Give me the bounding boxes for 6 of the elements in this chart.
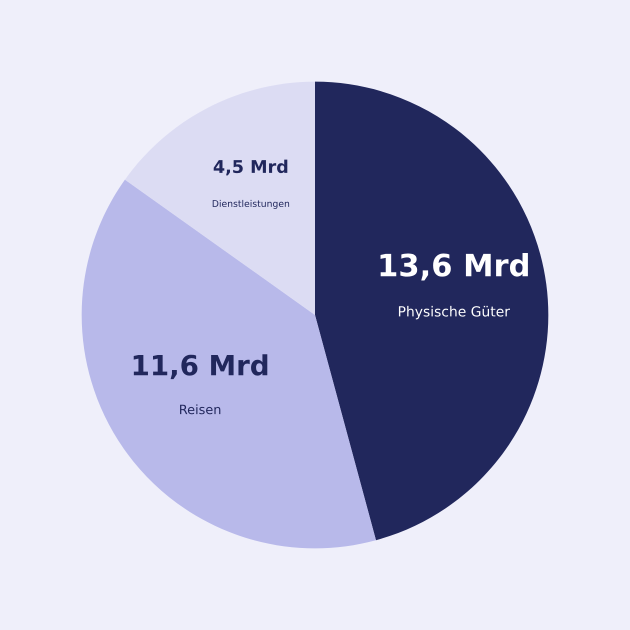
- slice-label: Reisen: [180, 404, 220, 414]
- data-label: 4,5 Mrd: [214, 160, 288, 176]
- slice-label: Dienstleistungen: [212, 200, 290, 209]
- data-label: 11,6 Mrd: [134, 354, 268, 380]
- slice-label: Physische Güter: [398, 306, 510, 320]
- data-label: 13,6 Mrd: [380, 252, 528, 281]
